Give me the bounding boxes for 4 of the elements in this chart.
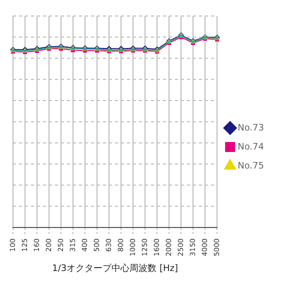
x-axis-title: 1/3オクターブ中心周波数 [Hz] bbox=[52, 262, 178, 274]
legend-label: No.75 bbox=[238, 161, 264, 172]
legend-label: No.73 bbox=[238, 123, 264, 134]
legend-label: No.74 bbox=[238, 142, 264, 152]
